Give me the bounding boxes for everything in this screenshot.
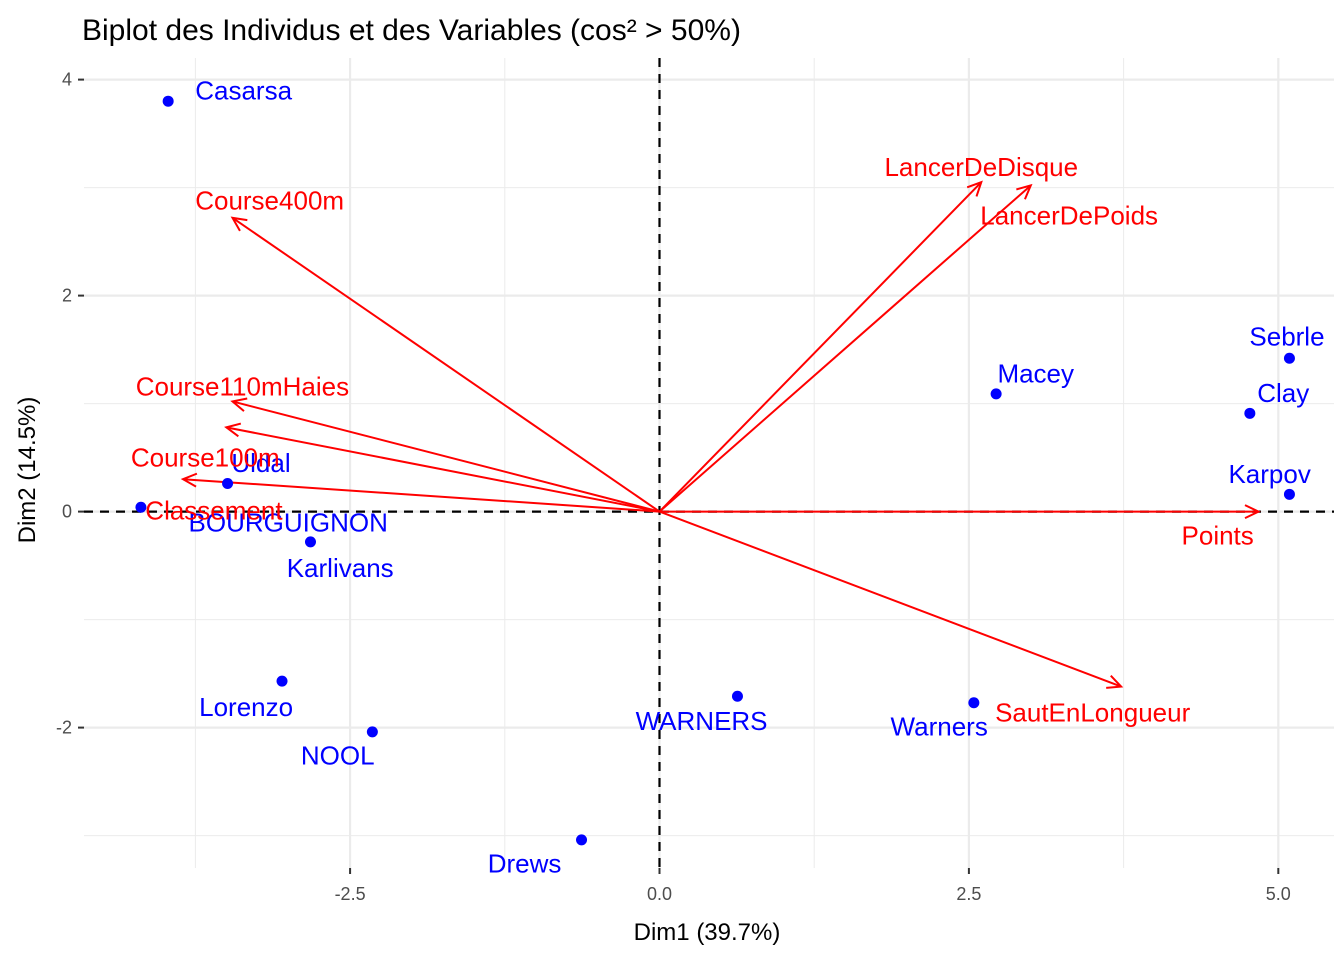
individual-points xyxy=(135,95,1295,846)
variable-arrows xyxy=(180,180,1261,689)
x-tick-label: 0.0 xyxy=(647,884,672,904)
x-tick-label: 2.5 xyxy=(956,884,981,904)
label-course400m: Course400m xyxy=(195,186,344,216)
arrow-course110mhaies xyxy=(232,400,660,513)
label-points: Points xyxy=(1182,520,1254,550)
variable-labels: LancerDeDisque LancerDePoids Course400m Cou… xyxy=(131,152,1254,727)
label-warners: WARNERS xyxy=(636,706,768,736)
point-warners xyxy=(968,697,980,709)
point-bourguignon xyxy=(135,501,147,513)
point-uldal xyxy=(222,478,234,490)
point-karpov xyxy=(1283,488,1295,500)
y-tick-label: 2 xyxy=(62,286,72,306)
label-bourguignon: BOURGUIGNON xyxy=(189,507,388,537)
label-sebrle: Sebrle xyxy=(1249,322,1324,352)
point-warners xyxy=(731,690,743,702)
arrow-sautenlongueur xyxy=(659,510,1122,688)
label-clay: Clay xyxy=(1257,378,1309,408)
arrow-course110mhaies-head xyxy=(230,397,248,412)
point-macey xyxy=(990,388,1002,400)
arrow-lancerdepoids xyxy=(658,184,1032,513)
label-uldal: Uldal xyxy=(231,448,290,478)
point-sebrle xyxy=(1283,352,1295,364)
label-lancerdedisque: LancerDeDisque xyxy=(884,152,1078,182)
arrow-classement xyxy=(182,478,660,513)
minor-gridlines xyxy=(84,58,1334,868)
arrow-points-head xyxy=(1244,504,1261,520)
label-lorenzo: Lorenzo xyxy=(199,692,293,722)
y-axis-title: Dim2 (14.5%) xyxy=(14,397,41,544)
x-tick-label: -2.5 xyxy=(335,884,366,904)
label-course110mhaies: Course110mHaies xyxy=(136,371,349,401)
arrow-classement-head xyxy=(180,472,198,488)
label-course100m: Course100m xyxy=(131,443,280,473)
arrow-course400m xyxy=(231,217,661,513)
y-tick-label: 0 xyxy=(62,502,72,522)
individual-labels: Casarsa Sebrle Clay Macey Karpov Uldal BOURGUI… xyxy=(189,75,1325,878)
label-karpov: Karpov xyxy=(1228,459,1310,489)
point-nool xyxy=(366,726,378,738)
point-drews xyxy=(576,834,588,846)
arrow-course100m-head xyxy=(224,422,242,438)
label-karlivans: Karlivans xyxy=(287,553,394,583)
y-tick-label: 4 xyxy=(62,70,72,90)
label-casarsa: Casarsa xyxy=(195,75,292,105)
label-macey: Macey xyxy=(997,358,1074,388)
chart-title: Biplot des Individus et des Variables (c… xyxy=(82,14,741,47)
arrow-sautenlongueur-head xyxy=(1106,674,1124,689)
label-classement: Classement xyxy=(145,496,283,526)
y-axis-ticks: -2 0 2 4 xyxy=(56,70,84,738)
point-clay xyxy=(1244,407,1256,419)
x-axis-ticks: -2.5 0.0 2.5 5.0 xyxy=(335,868,1291,904)
label-drews: Drews xyxy=(488,849,562,879)
y-tick-label: -2 xyxy=(56,718,72,738)
label-nool: NOOL xyxy=(301,741,375,771)
arrow-course100m xyxy=(226,426,660,513)
label-warners: Warners xyxy=(891,712,988,742)
x-tick-label: 5.0 xyxy=(1266,884,1291,904)
arrow-lancerdedisque-head xyxy=(966,180,983,197)
point-casarsa xyxy=(162,95,174,107)
point-lorenzo xyxy=(276,675,288,687)
arrow-lancerdedisque xyxy=(658,181,982,513)
arrow-lancerdepoids-head xyxy=(1016,183,1033,200)
point-karlivans xyxy=(304,536,316,548)
arrow-course400m-head xyxy=(230,216,248,232)
label-sautenlongueur: SautEnLongueur xyxy=(995,697,1191,727)
label-lancerdepoids: LancerDePoids xyxy=(980,201,1158,231)
x-axis-title: Dim1 (39.7%) xyxy=(634,919,781,946)
